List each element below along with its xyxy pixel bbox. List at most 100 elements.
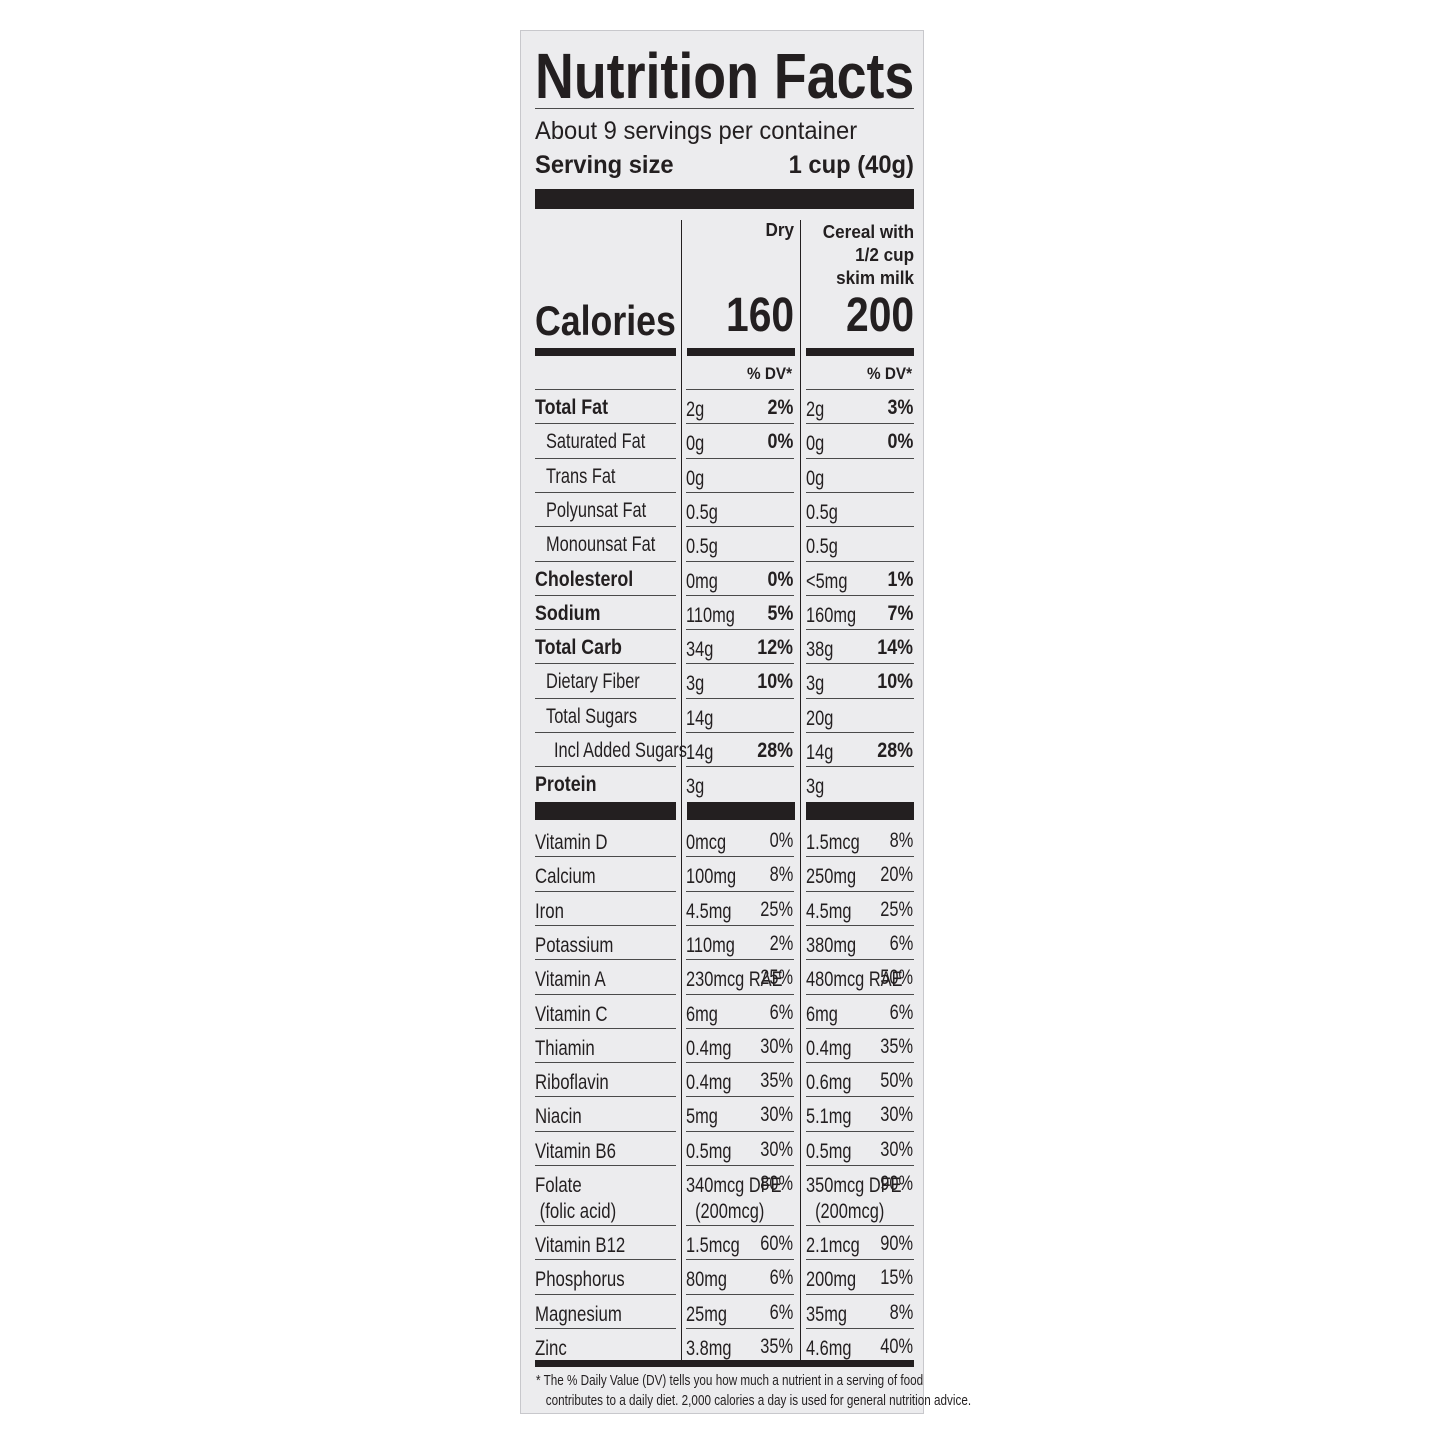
- nutrient-label: Monounsat Fat: [546, 533, 656, 557]
- divider: [686, 1225, 794, 1226]
- amount: 2.1mcg: [806, 1234, 860, 1257]
- amount: 38g: [806, 638, 834, 662]
- divider: [535, 1027, 676, 1029]
- nutrient-label: Sodium: [535, 601, 601, 625]
- daily-value: 0%: [767, 430, 793, 454]
- amount: 14g: [806, 741, 834, 764]
- divider: [686, 1259, 794, 1261]
- divider: [806, 697, 914, 699]
- amount: 3.8mg: [686, 1336, 732, 1360]
- daily-value: 90%: [880, 1172, 913, 1195]
- daily-value: 5%: [767, 601, 793, 625]
- amount: 480mcg RAE: [806, 968, 903, 992]
- daily-value: 10%: [877, 670, 913, 694]
- title: Nutrition Facts: [535, 40, 915, 112]
- vitamin-label: Potassium: [535, 933, 614, 957]
- divider: [686, 890, 794, 892]
- amount: 0.5g: [806, 500, 838, 524]
- column-header: Dry: [765, 220, 794, 240]
- divider: [806, 560, 914, 562]
- divider: [535, 1096, 676, 1098]
- dv-header: % DV*: [866, 364, 912, 383]
- amount: 0.5mg: [686, 1139, 732, 1163]
- divider: [535, 1062, 676, 1064]
- divider: [806, 1096, 914, 1098]
- amount: 34g: [686, 638, 714, 662]
- divider: [535, 924, 676, 926]
- amount: 200mg: [806, 1268, 857, 1292]
- amount: 1.5mcg: [686, 1234, 740, 1257]
- amount: 110mg: [686, 603, 735, 627]
- daily-value: 14%: [877, 636, 913, 660]
- divider: [535, 457, 676, 459]
- divider: [686, 959, 794, 961]
- amount: 380mg: [806, 933, 857, 957]
- nutrient-label: Incl Added Sugars: [554, 739, 687, 762]
- daily-value: 28%: [877, 739, 913, 762]
- daily-value: 30%: [760, 1103, 793, 1127]
- divider: [535, 1225, 676, 1226]
- amount: 5mg: [686, 1105, 718, 1129]
- vitamin-label: Magnesium: [535, 1302, 622, 1326]
- nutrient-label: Total Fat: [535, 396, 609, 419]
- amount: 340mcg DFE (200mcg): [686, 1174, 782, 1223]
- divider: [806, 1027, 914, 1029]
- nutrient-label: Cholesterol: [535, 567, 634, 591]
- amount: <5mg: [806, 569, 848, 593]
- daily-value: 1%: [887, 567, 913, 591]
- column-header: Cereal with 1/2 cup skim milk: [822, 222, 914, 288]
- amount: 3g: [686, 775, 705, 799]
- divider: [535, 856, 676, 858]
- amount: 3g: [806, 775, 825, 799]
- daily-value: 25%: [760, 966, 793, 990]
- daily-value: 2%: [767, 396, 793, 419]
- thick-bar: [687, 802, 795, 820]
- amount: 4.5mg: [686, 899, 732, 923]
- nutrient-label: Trans Fat: [546, 464, 616, 488]
- daily-value: 15%: [880, 1266, 913, 1290]
- daily-value: 35%: [760, 1334, 793, 1358]
- amount: 0g: [686, 432, 705, 456]
- daily-value: 30%: [880, 1103, 913, 1127]
- amount: 25mg: [686, 1302, 727, 1326]
- divider: [686, 766, 794, 768]
- divider: [686, 629, 794, 631]
- divider: [535, 993, 676, 995]
- amount: 80mg: [686, 1268, 727, 1292]
- divider: [686, 1096, 794, 1098]
- divider: [686, 457, 794, 459]
- nutrient-label: Polyunsat Fat: [546, 498, 647, 522]
- amount: 0.4mg: [686, 1071, 732, 1095]
- daily-value: 50%: [880, 966, 913, 990]
- divider: [535, 491, 676, 493]
- daily-value: 8%: [889, 1300, 913, 1324]
- divider: [806, 1259, 914, 1261]
- serving-size-label: Serving size: [535, 151, 674, 179]
- amount: 0.5g: [686, 500, 718, 524]
- servings: About 9 servings per container: [535, 117, 858, 145]
- amount: 0mg: [686, 569, 718, 593]
- amount: 0mcg: [686, 831, 727, 854]
- nutrient-label: Protein: [535, 773, 597, 797]
- daily-value: 25%: [880, 897, 913, 921]
- vitamin-label: Vitamin D: [535, 831, 608, 854]
- divider: [686, 993, 794, 995]
- daily-value: 20%: [880, 863, 913, 887]
- vitamin-label: Thiamin: [535, 1036, 595, 1060]
- amount: 230mcg RAE: [686, 968, 783, 992]
- calories-value: 200: [845, 289, 914, 342]
- divider: [686, 856, 794, 858]
- divider: [806, 993, 914, 995]
- divider: [535, 732, 676, 733]
- divider: [806, 663, 914, 665]
- divider: [686, 697, 794, 699]
- divider: [686, 389, 794, 390]
- divider: [806, 766, 914, 768]
- divider: [806, 629, 914, 631]
- daily-value: 7%: [887, 601, 913, 625]
- amount: 0.5mg: [806, 1139, 852, 1163]
- amount: 6mg: [806, 1002, 838, 1026]
- divider: [535, 389, 676, 390]
- divider: [806, 924, 914, 926]
